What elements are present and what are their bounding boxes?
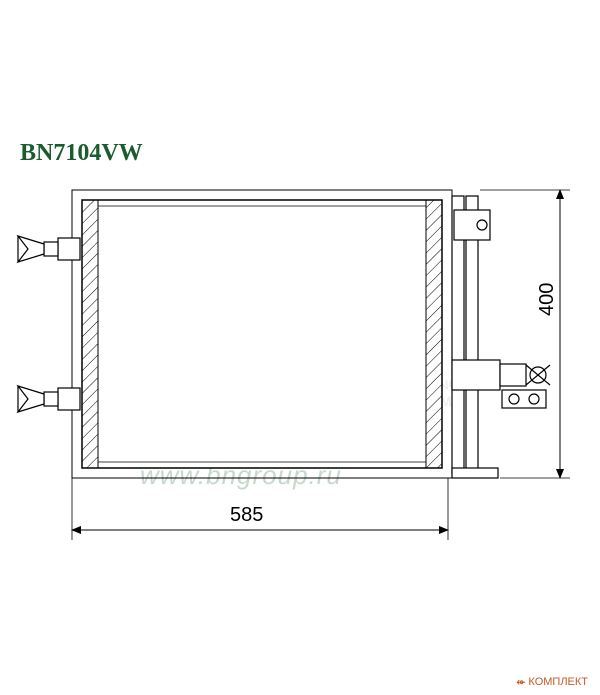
technical-drawing [0, 0, 600, 695]
fitting-left-bottom [18, 386, 80, 412]
bracket-right [452, 196, 550, 478]
dimension-height [480, 190, 570, 478]
dimension-width [72, 478, 448, 540]
fitting-left-top [18, 236, 80, 262]
